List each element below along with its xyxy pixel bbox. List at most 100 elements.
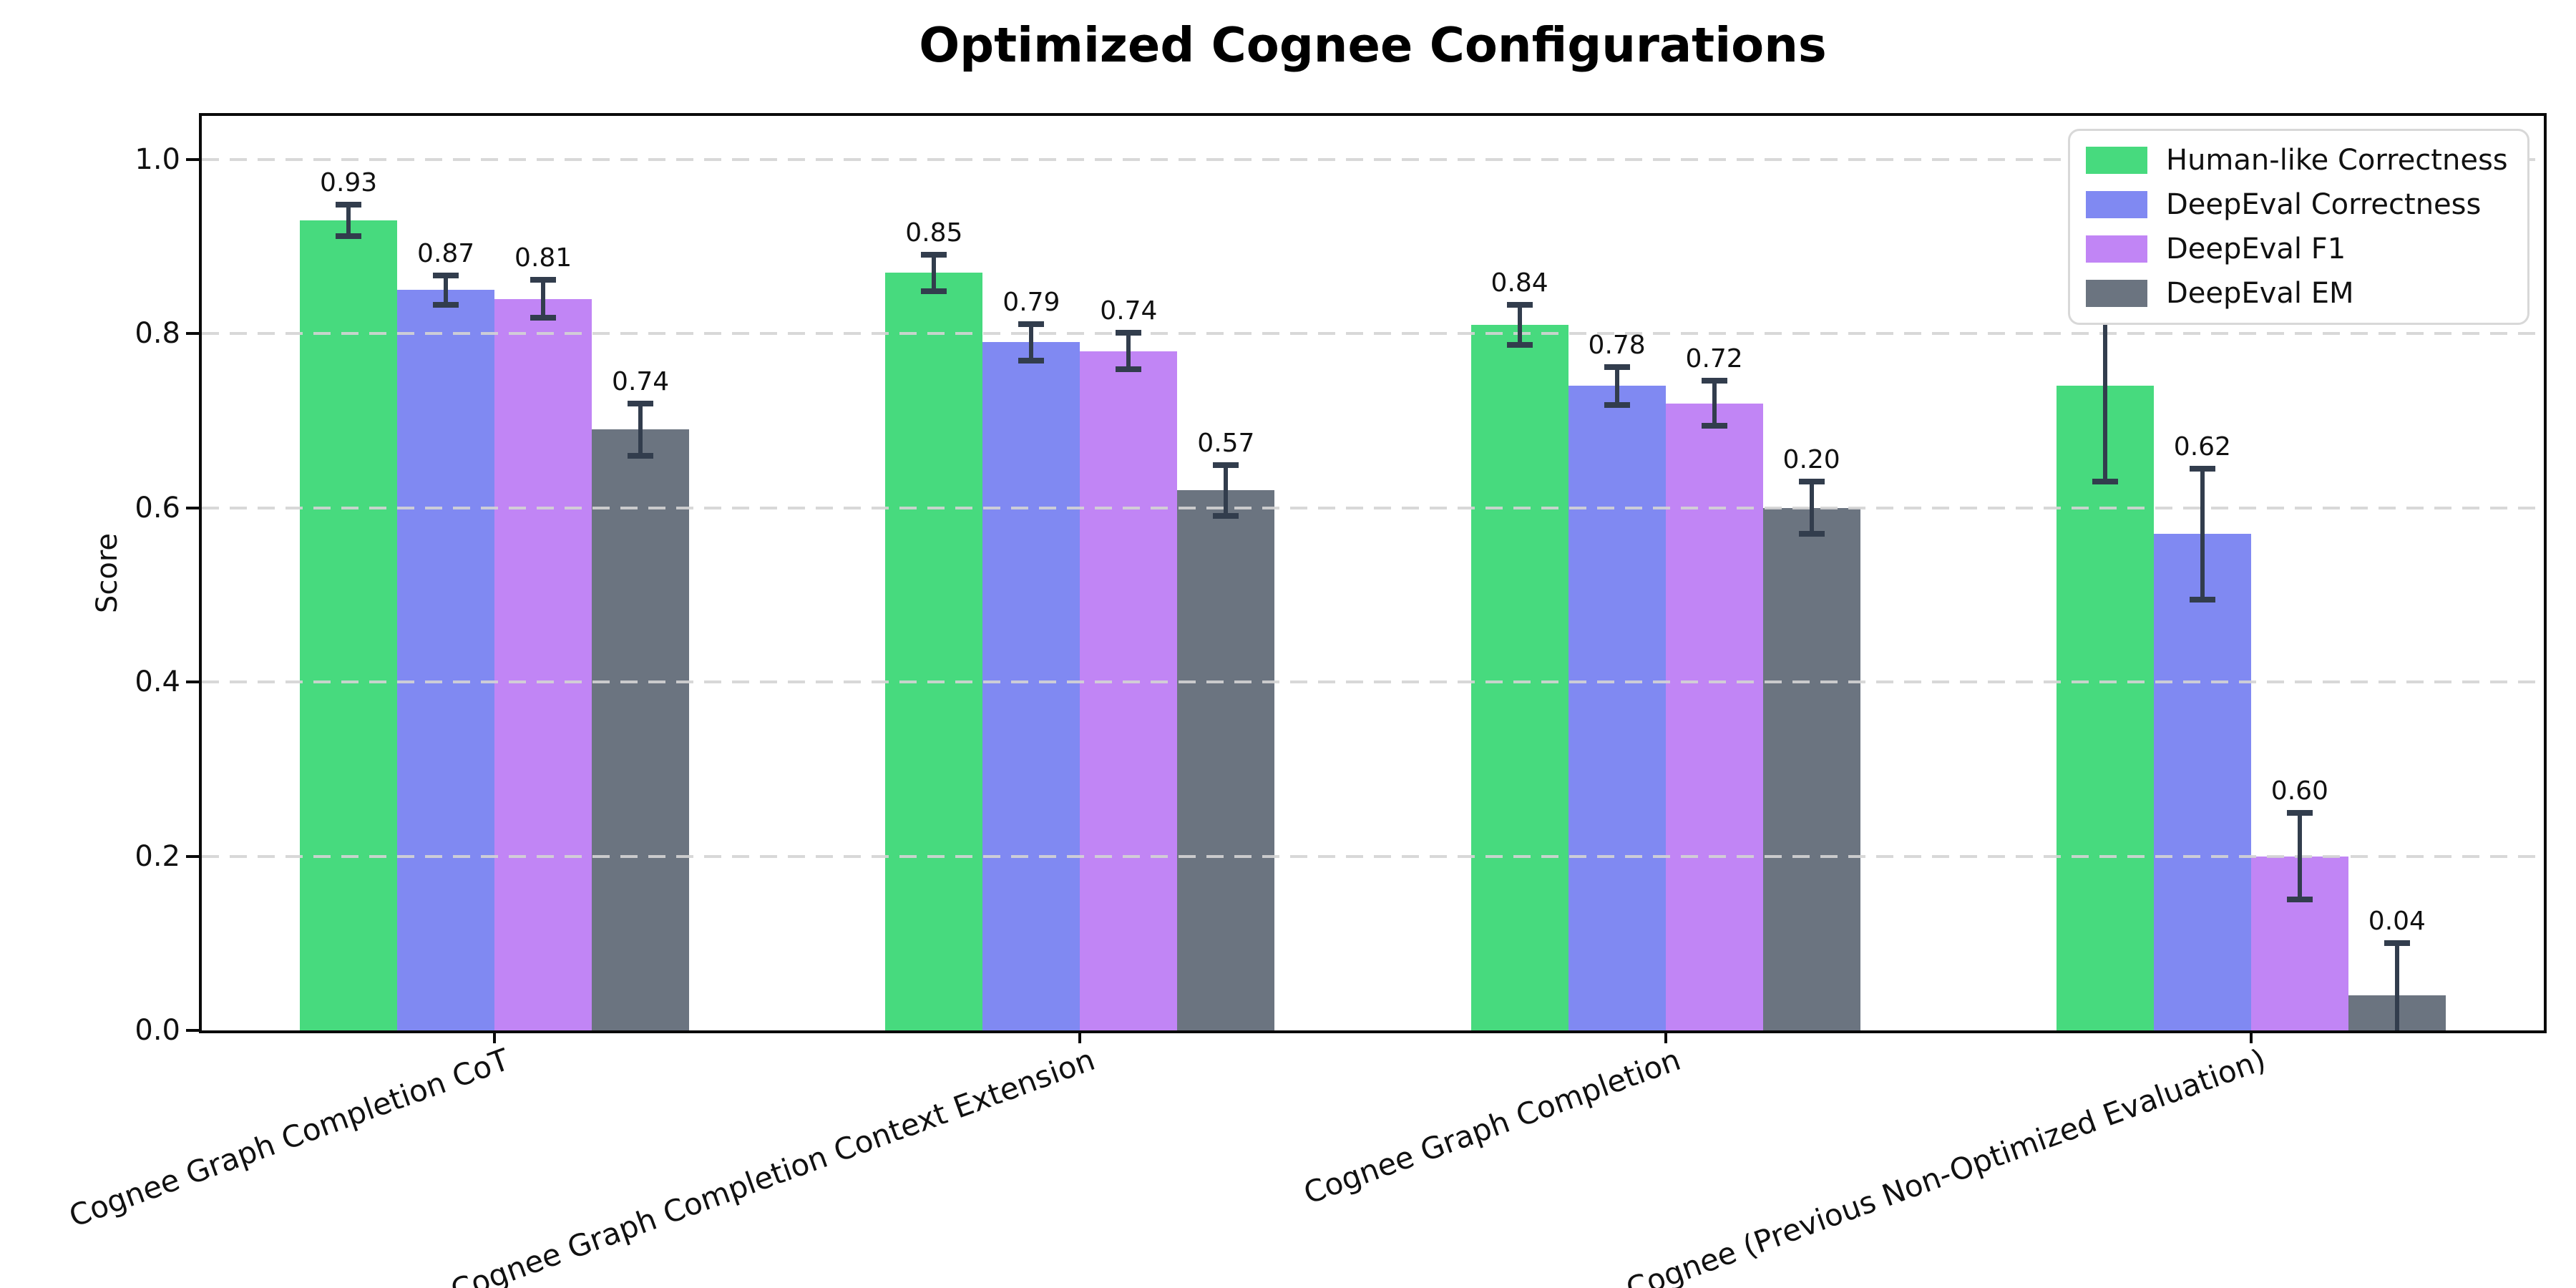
bar-value-label: 0.87: [417, 238, 475, 268]
error-bar-cap-bottom: [921, 288, 947, 294]
error-bar-line: [638, 403, 643, 456]
bar: [1080, 351, 1178, 1030]
bar-value-label: 0.20: [1782, 445, 1840, 475]
error-bar-line: [2200, 468, 2205, 600]
y-tick-mark: [186, 1029, 199, 1032]
legend-label: DeepEval EM: [2166, 277, 2354, 310]
y-tick-label: 0.8: [135, 317, 180, 351]
error-bar-cap-top: [433, 272, 459, 278]
y-tick-mark: [186, 854, 199, 858]
bar: [1665, 403, 1763, 1030]
error-bar-cap-top: [2384, 940, 2410, 947]
bar-value-label: 0.72: [1685, 344, 1743, 374]
error-bar-cap-bottom: [336, 233, 362, 239]
bar-value-label: 0.93: [320, 168, 378, 198]
x-tick-label: Cognee Graph Completion Context Extensio…: [446, 1042, 1100, 1288]
error-bar-cap-bottom: [2286, 897, 2313, 903]
error-bar-line: [2297, 812, 2302, 900]
x-tick-mark: [1078, 1032, 1082, 1043]
error-bar-cap-bottom: [1701, 423, 1727, 429]
y-tick-label: 0.4: [135, 665, 180, 699]
legend-swatch: [2086, 235, 2147, 263]
bar: [300, 220, 398, 1030]
bar-value-label: 0.81: [514, 243, 572, 273]
y-tick-mark: [186, 332, 199, 336]
legend-swatch: [2086, 147, 2147, 174]
legend-swatch: [2086, 280, 2147, 307]
bar: [397, 290, 495, 1030]
bar: [2153, 534, 2251, 1030]
error-bar-cap-top: [921, 251, 947, 258]
bar: [1568, 386, 1666, 1030]
legend-label: Human-like Correctness: [2166, 144, 2508, 177]
error-bar-cap-top: [1116, 330, 1142, 336]
error-bar-line: [444, 275, 449, 306]
error-bar-cap-top: [1213, 462, 1239, 469]
error-bar-cap-top: [1604, 364, 1630, 370]
error-bar-line: [1029, 323, 1034, 361]
error-bar-cap-bottom: [1506, 342, 1533, 348]
y-tick-mark: [186, 157, 199, 161]
error-bar-cap-bottom: [1604, 402, 1630, 409]
gridline: [202, 680, 2544, 684]
y-tick-mark: [186, 680, 199, 684]
error-bar-line: [1517, 305, 1522, 346]
bar: [885, 273, 983, 1030]
bar-value-label: 0.78: [1588, 330, 1646, 360]
error-bar-cap-top: [530, 276, 557, 283]
error-bar-line: [541, 279, 546, 318]
x-tick-label: Cognee Graph Completion: [1299, 1042, 1685, 1211]
error-bar-line: [1809, 482, 1814, 535]
error-bar-line: [2102, 290, 2107, 482]
error-bar-cap-bottom: [628, 452, 654, 459]
error-bar-cap-top: [2189, 465, 2215, 472]
error-bar-cap-bottom: [1018, 358, 1045, 364]
gridline: [202, 506, 2544, 509]
legend-item: DeepEval F1: [2086, 227, 2527, 271]
error-bar-cap-top: [628, 400, 654, 406]
y-tick-label: 0.6: [135, 491, 180, 525]
x-tick-label: Cognee Graph Completion CoT: [64, 1042, 514, 1234]
y-axis-label: Score: [91, 532, 124, 614]
legend-label: DeepEval Correctness: [2166, 188, 2482, 221]
x-tick-mark: [1664, 1032, 1667, 1043]
bar: [982, 342, 1080, 1030]
error-bar-cap-bottom: [1116, 366, 1142, 373]
bar: [592, 429, 690, 1030]
error-bar-cap-bottom: [530, 315, 557, 321]
legend-item: DeepEval Correctness: [2086, 182, 2527, 227]
error-bar-cap-top: [1506, 302, 1533, 308]
bar-value-label: 0.04: [2368, 907, 2426, 937]
bar-value-label: 0.85: [905, 218, 963, 248]
error-bar-line: [1126, 333, 1131, 370]
gridline: [202, 332, 2544, 336]
bar-value-label: 0.57: [1197, 429, 1255, 459]
gridline: [202, 854, 2544, 858]
x-tick-mark: [493, 1032, 497, 1043]
legend-label: DeepEval F1: [2166, 233, 2346, 265]
legend-swatch: [2086, 191, 2147, 218]
legend: Human-like Correctness DeepEval Correctne…: [2068, 129, 2529, 325]
bar-value-label: 0.62: [2173, 431, 2231, 462]
error-bar-line: [2394, 943, 2399, 1030]
error-bar-cap-top: [2286, 809, 2313, 816]
error-bar-cap-top: [336, 202, 362, 208]
x-tick-mark: [2249, 1032, 2253, 1043]
error-bar-cap-top: [1798, 479, 1825, 485]
error-bar-cap-bottom: [433, 302, 459, 308]
error-bar-line: [1712, 381, 1717, 426]
error-bar-cap-top: [1018, 321, 1045, 327]
bar-value-label: 0.60: [2270, 776, 2328, 806]
y-tick-mark: [186, 506, 199, 509]
error-bar-line: [1224, 465, 1229, 516]
gridline: [202, 157, 2544, 161]
error-bar-cap-bottom: [1798, 531, 1825, 537]
legend-item: Human-like Correctness: [2086, 138, 2527, 182]
bar-value-label: 0.74: [1100, 296, 1158, 326]
bar: [1177, 490, 1275, 1030]
bar: [494, 298, 592, 1030]
error-bar-line: [932, 254, 937, 291]
bar-value-label: 0.74: [612, 366, 670, 396]
bar: [1470, 325, 1568, 1030]
